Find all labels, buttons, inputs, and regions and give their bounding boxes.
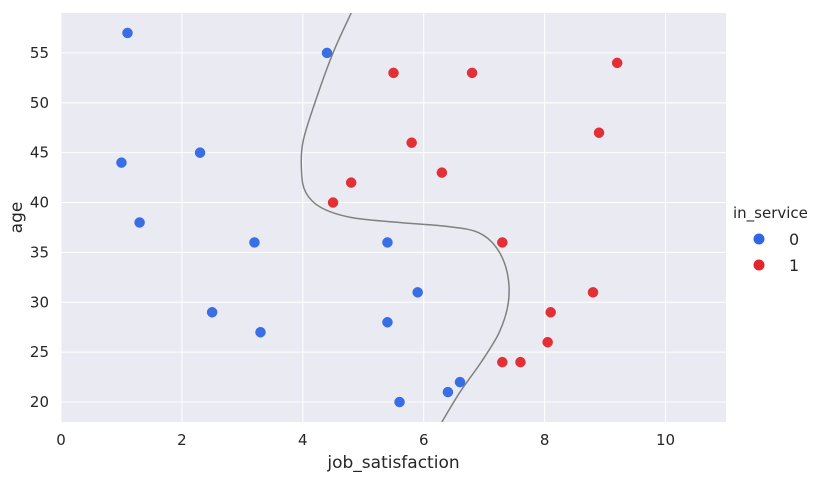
decision-boundary-line bbox=[300, 13, 510, 422]
x-axis-label: job_satisfaction bbox=[326, 453, 459, 473]
x-tick-label: 2 bbox=[177, 431, 187, 449]
y-tick-label: 35 bbox=[30, 243, 49, 261]
point-series-0 bbox=[194, 147, 206, 158]
point-series-1 bbox=[542, 336, 553, 348]
point-series-1 bbox=[515, 356, 526, 368]
point-series-0 bbox=[382, 237, 393, 248]
point-series-0 bbox=[442, 386, 454, 398]
point-series-1 bbox=[406, 137, 417, 148]
legend-marker-0 bbox=[753, 233, 765, 245]
x-tick-label: 6 bbox=[419, 431, 429, 449]
point-series-1 bbox=[466, 67, 478, 79]
point-series-1 bbox=[497, 237, 508, 248]
legend: in_service 0 1 bbox=[733, 204, 808, 275]
point-series-0 bbox=[454, 376, 466, 388]
y-tick-label: 20 bbox=[30, 393, 49, 411]
point-series-0 bbox=[382, 316, 393, 328]
point-series-1 bbox=[587, 287, 599, 298]
legend-label-1: 1 bbox=[789, 256, 799, 275]
legend-marker-1 bbox=[753, 259, 765, 271]
y-tick-label: 25 bbox=[30, 343, 49, 361]
x-axis-ticks: 0 2 4 6 8 10 bbox=[56, 431, 675, 449]
point-series-1 bbox=[593, 127, 605, 138]
y-axis-label: age bbox=[7, 202, 27, 234]
point-series-0 bbox=[255, 326, 266, 338]
legend-title: in_service bbox=[733, 204, 808, 223]
point-series-1 bbox=[611, 57, 623, 69]
point-series-1 bbox=[388, 67, 399, 79]
point-series-0 bbox=[122, 27, 133, 39]
point-series-0 bbox=[394, 396, 405, 408]
x-tick-label: 8 bbox=[540, 431, 550, 449]
legend-label-0: 0 bbox=[789, 230, 799, 249]
x-tick-label: 10 bbox=[656, 431, 675, 449]
point-series-1 bbox=[436, 167, 448, 178]
x-tick-label: 4 bbox=[298, 431, 308, 449]
y-tick-label: 50 bbox=[30, 94, 49, 112]
point-series-1 bbox=[497, 356, 508, 368]
point-series-0 bbox=[321, 47, 333, 59]
point-series-0 bbox=[249, 237, 260, 248]
y-tick-label: 30 bbox=[30, 293, 49, 311]
point-series-0 bbox=[206, 307, 218, 318]
x-tick-label: 0 bbox=[56, 431, 66, 449]
y-tick-label: 40 bbox=[30, 194, 49, 212]
y-axis-ticks: 20 25 30 35 40 45 50 55 bbox=[30, 44, 49, 411]
point-series-0 bbox=[134, 217, 145, 228]
point-series-1 bbox=[327, 197, 339, 208]
grid-lines bbox=[60, 13, 726, 422]
plot-area bbox=[61, 13, 726, 422]
point-series-0 bbox=[116, 157, 127, 168]
point-series-0 bbox=[412, 287, 423, 298]
point-series-1 bbox=[345, 177, 357, 188]
y-tick-label: 55 bbox=[30, 44, 49, 62]
point-series-1 bbox=[545, 307, 556, 318]
y-tick-label: 45 bbox=[30, 144, 49, 162]
data-points bbox=[116, 27, 623, 408]
